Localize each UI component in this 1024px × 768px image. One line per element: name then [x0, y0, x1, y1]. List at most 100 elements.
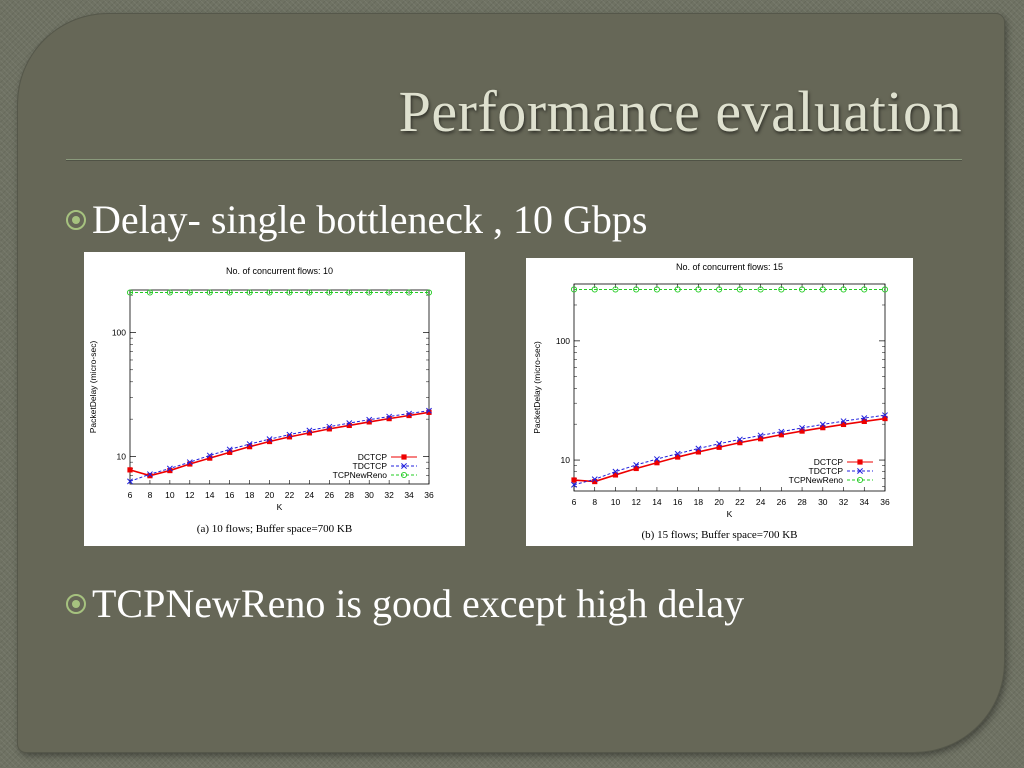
data-point-tcpnewreno	[166, 289, 173, 296]
data-point-tdctcp-stroke-b	[186, 459, 193, 466]
legend-marker-tcpnewreno	[856, 476, 864, 484]
series-tcpnewreno	[570, 286, 889, 293]
series-dctcp	[127, 409, 432, 479]
series-tdctcp	[571, 412, 888, 488]
x-tick-label: 12	[185, 490, 195, 500]
data-point-tcpnewreno	[695, 286, 702, 293]
x-tick-label: 28	[797, 497, 807, 507]
data-point-dctcp	[592, 478, 598, 485]
x-tick-label: 16	[225, 490, 235, 500]
data-point-tcpnewreno	[366, 289, 373, 296]
data-point-dctcp	[266, 438, 273, 445]
data-point-dctcp	[695, 449, 701, 455]
data-point-dctcp	[406, 412, 412, 419]
x-tick-label: 28	[345, 490, 355, 500]
data-point-dctcp	[346, 422, 352, 429]
data-point-tdctcp	[306, 427, 313, 434]
data-point-tcpnewreno	[757, 286, 764, 293]
chart-title: No. of concurrent flows: 10	[226, 266, 333, 276]
data-point-tdctcp	[861, 415, 868, 422]
data-point-tcpnewreno	[126, 289, 134, 296]
legend-marker-dctcp	[857, 459, 863, 465]
data-point-tcpnewreno	[386, 289, 393, 296]
data-point-tdctcp-stroke-b	[612, 468, 619, 475]
data-point-tdctcp-stroke-b	[778, 428, 785, 435]
data-point-tdctcp	[406, 410, 413, 417]
data-point-dctcp	[861, 418, 867, 425]
x-tick-label: 30	[818, 497, 828, 507]
data-point-tcpnewreno	[206, 289, 213, 296]
data-point-tdctcp-stroke-b	[346, 420, 353, 427]
series-line-tdctcp	[573, 414, 886, 486]
y-tick-label: 10	[561, 455, 571, 465]
data-point-tcpnewreno	[306, 289, 313, 296]
title-divider	[66, 159, 962, 161]
data-point-tdctcp	[882, 412, 888, 419]
data-point-dctcp	[612, 472, 619, 478]
data-point-tdctcp-stroke-b	[246, 441, 253, 447]
y-tick-label: 100	[112, 327, 126, 337]
data-point-tdctcp-stroke-b	[861, 415, 868, 422]
legend-marker-tdctcp	[857, 468, 863, 474]
data-point-dctcp	[366, 419, 372, 425]
series-line-dctcp	[573, 417, 886, 483]
x-tick-label: 6	[572, 497, 577, 507]
y-tick-label: 100	[556, 336, 570, 346]
x-tick-label: 36	[880, 497, 890, 507]
bullet-text-2: TCPNewReno is good except high delay	[92, 581, 745, 626]
data-point-tdctcp	[612, 468, 619, 475]
bullet-item-2: TCPNewReno is good except high delay	[66, 580, 744, 627]
data-point-dctcp	[799, 428, 805, 434]
data-point-tdctcp	[266, 436, 273, 443]
data-point-dctcp	[778, 432, 784, 438]
x-tick-label: 26	[325, 490, 335, 500]
data-point-tdctcp-stroke-b	[306, 427, 313, 434]
plot-frame	[573, 283, 886, 492]
legend-label-dctcp: DCTCP	[814, 457, 844, 467]
legend-label-tcpnewreno: TCPNewReno	[333, 470, 388, 480]
data-point-dctcp	[633, 465, 639, 472]
data-point-tdctcp-stroke-b	[674, 450, 681, 457]
x-tick-label: 10	[165, 490, 175, 500]
bullet-item-1: Delay- single bottleneck , 10 Gbps	[66, 196, 647, 243]
data-point-tdctcp	[840, 418, 847, 425]
x-tick-label: 18	[245, 490, 255, 500]
data-point-tdctcp	[653, 456, 660, 462]
data-point-tdctcp	[633, 461, 640, 468]
data-point-dctcp	[758, 436, 764, 442]
x-tick-label: 20	[265, 490, 275, 500]
chart-title: No. of concurrent flows: 15	[676, 262, 783, 272]
data-point-tdctcp-stroke-b	[406, 410, 413, 417]
x-tick-label: 14	[205, 490, 215, 500]
plot-frame	[129, 289, 430, 485]
data-point-dctcp	[386, 416, 392, 422]
x-tick-label: 8	[592, 497, 597, 507]
x-tick-label: 24	[756, 497, 766, 507]
delay-chart-15-flows: No. of concurrent flows: 15 6 8 10 12 14 16 18 2…	[532, 262, 890, 541]
x-tick-label: 10	[611, 497, 621, 507]
x-tick-label: 16	[673, 497, 683, 507]
legend-label-tcpnewreno: TCPNewReno	[789, 475, 844, 485]
x-tick-label: 34	[860, 497, 870, 507]
data-point-tcpnewreno	[612, 286, 619, 293]
data-point-tcpnewreno	[778, 286, 785, 293]
data-point-tdctcp-stroke-b	[571, 481, 577, 488]
data-point-tdctcp-stroke-b	[882, 412, 888, 419]
data-point-dctcp	[882, 415, 888, 422]
data-point-tdctcp-stroke-b	[799, 424, 806, 431]
data-point-tdctcp	[286, 431, 293, 438]
data-point-dctcp	[571, 477, 577, 483]
x-tick-label: 22	[285, 490, 295, 500]
data-point-tdctcp	[146, 471, 153, 478]
bullet-text-1: Delay- single bottleneck , 10 Gbps	[92, 197, 648, 242]
x-tick-label: 8	[148, 490, 153, 500]
x-tick-label: 6	[128, 490, 133, 500]
data-point-tcpnewreno	[716, 286, 723, 293]
data-point-tcpnewreno	[674, 286, 681, 293]
x-tick-label: 30	[364, 490, 374, 500]
data-point-tdctcp	[386, 413, 393, 420]
data-point-tdctcp-stroke-b	[591, 476, 598, 483]
x-tick-label: 26	[777, 497, 787, 507]
data-point-tdctcp	[799, 424, 806, 431]
data-point-tcpnewreno	[591, 286, 598, 293]
